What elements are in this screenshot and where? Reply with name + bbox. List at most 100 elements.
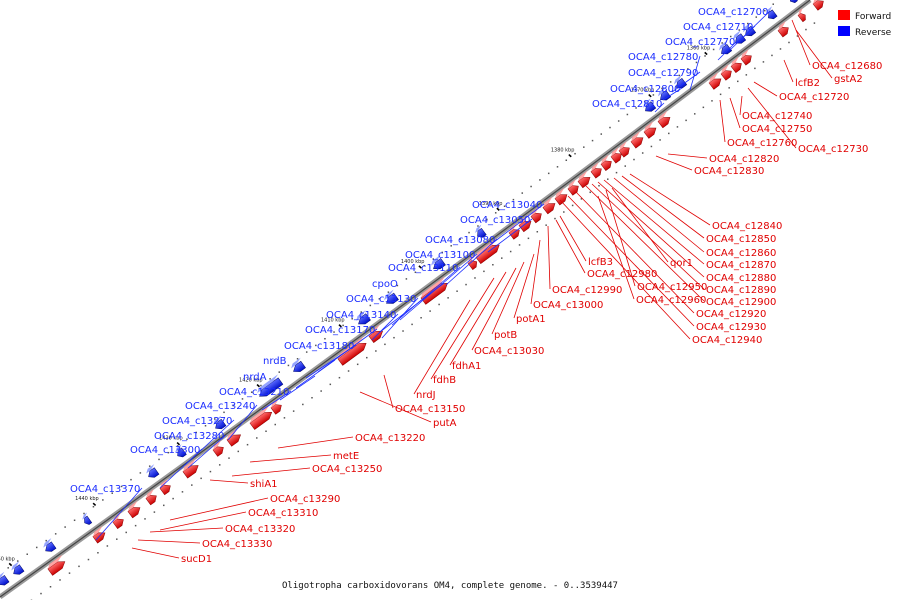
scale-dot [580,198,583,200]
scale-dot [172,497,174,500]
scale-dot [296,358,299,360]
scale-dot [342,324,344,327]
forward-gene-label: fdhA1 [452,361,481,372]
scale-dot [624,165,627,167]
forward-label-leader [249,454,332,463]
scale-dot [483,270,485,273]
forward-label-leader [591,183,705,290]
scale-dot [456,290,458,292]
scale-dot [26,553,28,555]
scale-dot [503,205,506,207]
reverse-gene-label: nrdB [263,356,287,367]
scale-dot [351,318,353,320]
scale-dot [509,250,512,253]
scale-dot [176,445,179,447]
forward-label-leader [783,59,794,83]
scale-tick-label: 1360 kbp [687,45,711,51]
scale-dot [387,291,390,293]
reverse-gene-label: OCA4_c13140 [326,310,396,321]
forward-gene-arrow [730,56,742,74]
reverse-gene-arrow [431,254,446,270]
forward-gene-label: gstA2 [834,74,863,85]
scale-dot [494,212,497,214]
scale-dot [366,356,368,359]
legend-reverse-label: Reverse [855,28,892,38]
forward-label-leader [149,527,224,533]
reverse-gene-arrow [356,310,371,325]
scale-dot [420,316,422,319]
forward-gene-label: OCA4_c13310 [248,508,318,519]
scale-dot [635,107,637,109]
scale-dot [441,251,444,254]
forward-gene-label: OCA4_c12860 [706,248,776,259]
scale-dot [459,238,461,240]
scale-dot [805,28,807,31]
forward-gene-arrow [475,238,500,265]
scale-dot [583,146,585,148]
scale-dot [232,404,235,407]
reverse-gene-label: OCA4_c12790 [628,68,698,79]
reverse-label-leader [295,359,336,389]
forward-gene-label: OCA4_c13030 [474,346,544,357]
scale-dot [241,398,244,400]
scale-dot [695,61,698,64]
forward-label-leader [430,277,495,380]
forward-gene-arrow [643,121,657,139]
scale-dot [652,94,655,96]
scale-dot [411,323,413,326]
scale-tick [338,324,342,328]
forward-label-leader [585,185,705,302]
scale-dot [204,425,207,427]
forward-label-leader [655,155,693,171]
scale-dot [302,403,304,406]
scale-dot [429,310,431,312]
forward-gene-arrow [610,147,622,164]
scale-dot [237,450,240,453]
reverse-gene-arrow [0,571,10,586]
scale-dot [563,211,565,213]
forward-gene-arrow [618,141,630,158]
scale-dot [556,166,559,168]
forward-gene-label: putA [433,418,457,429]
scale-dot [745,74,748,76]
forward-gene-arrow [812,0,824,11]
scale-dot [771,54,773,57]
scale-dot [554,217,556,220]
scale-dot [813,22,816,24]
scale-dot [754,67,756,70]
scale-dot [360,311,363,313]
scale-dot [130,478,132,481]
forward-gene-arrow [590,162,602,179]
scale-dot [589,191,591,194]
scale-dot [148,465,151,467]
scale-tick-label: 1420 kbp [239,378,263,384]
scale-dot [643,100,646,103]
forward-gene-label: potB [494,330,517,341]
reverse-label-leader [261,390,292,411]
scale-dot [287,364,290,367]
forward-gene-label: OCA4_c13320 [225,524,295,535]
scale-dot [120,485,123,488]
scale-dot [668,132,670,135]
scale-dot [685,119,687,122]
forward-gene-label: OCA4_c12750 [742,124,812,135]
scale-dot [59,579,61,581]
scale-dot [315,344,317,347]
scale-dot [292,410,295,412]
scale-dot [384,343,386,346]
forward-label-leader [413,299,471,395]
forward-label-leader [169,497,269,521]
forward-label-leader [597,181,705,278]
scale-dot [764,9,766,12]
scale-dot [200,477,202,480]
forward-gene-label: OCA4_c12720 [779,92,849,103]
forward-label-leader [613,177,705,253]
scale-dot [64,526,66,528]
reverse-label-leader [95,487,143,541]
forward-gene-arrow [708,72,722,90]
scale-tick [568,153,572,158]
scale-tick [496,207,500,211]
scale-dot [687,68,689,70]
reverse-label-leader [187,434,227,469]
scale-dot [565,159,568,162]
